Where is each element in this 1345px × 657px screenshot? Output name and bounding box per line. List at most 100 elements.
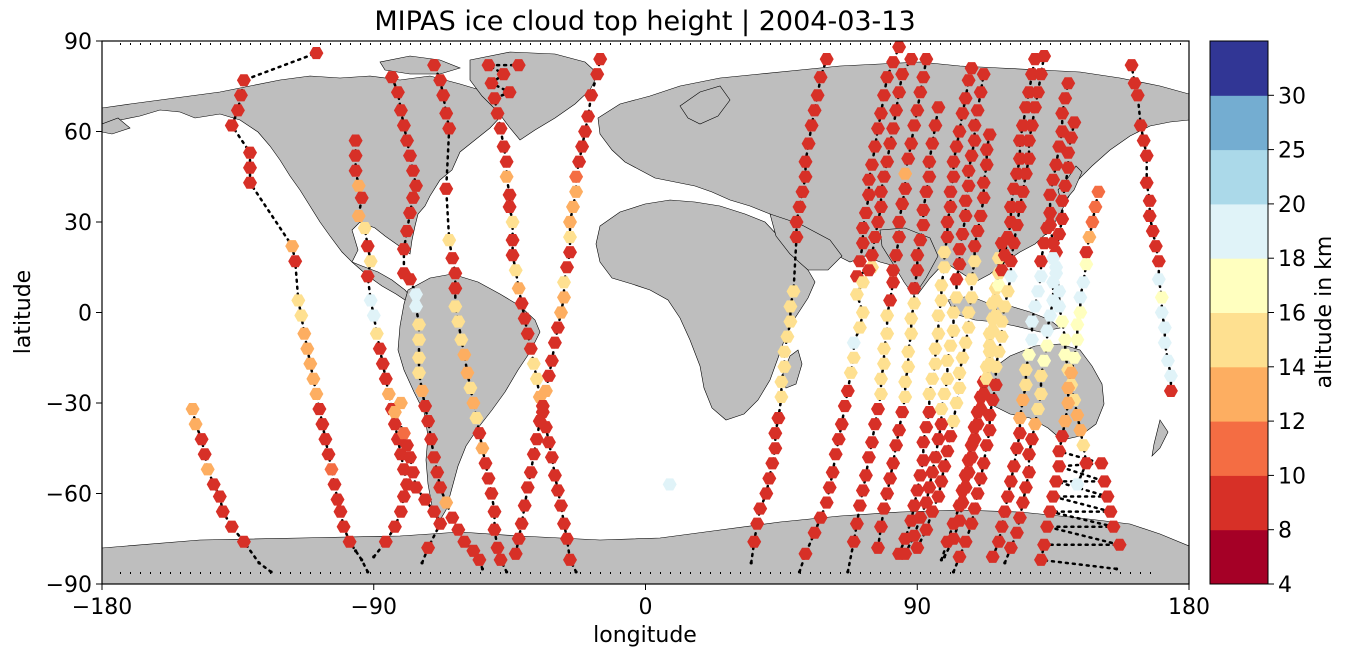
data-point [1022, 86, 1036, 99]
data-point [1073, 291, 1088, 304]
data-point [937, 246, 952, 259]
data-point [451, 523, 466, 536]
data-point [892, 231, 907, 244]
data-point [925, 466, 940, 479]
data-point [810, 89, 825, 102]
data-point [970, 487, 985, 500]
data-point [1070, 333, 1085, 346]
data-point [1025, 315, 1039, 328]
data-point [1015, 119, 1030, 132]
data-point [961, 164, 976, 177]
data-point [484, 487, 499, 500]
data-point [916, 436, 931, 449]
data-point [877, 502, 891, 515]
track-dot [269, 570, 273, 574]
colorbar-tick-label: 8 [1278, 519, 1292, 544]
data-point [961, 321, 976, 334]
data-point [1022, 348, 1036, 361]
data-point [1043, 206, 1058, 219]
data-point [940, 354, 955, 367]
data-point [877, 89, 891, 102]
data-point [934, 475, 949, 488]
data-point [919, 53, 934, 66]
data-point [798, 170, 813, 183]
data-point [403, 273, 417, 286]
colorbar-segment [1210, 312, 1268, 368]
data-point [1160, 354, 1175, 367]
data-point [946, 170, 961, 183]
data-point [1028, 418, 1042, 431]
data-point [393, 396, 408, 410]
data-point [563, 553, 577, 566]
data-point [868, 140, 882, 153]
land-africa [595, 199, 816, 421]
data-point [409, 481, 423, 494]
data-point [1003, 541, 1018, 554]
data-point [1064, 131, 1079, 144]
data-point [1154, 306, 1169, 319]
data-point [985, 550, 1000, 563]
data-point [1015, 393, 1030, 406]
data-point [886, 264, 901, 277]
data-point [448, 267, 463, 280]
data-point [306, 372, 321, 385]
data-point [985, 324, 1000, 337]
data-point [949, 140, 964, 153]
data-point [412, 351, 426, 364]
data-point [1018, 363, 1033, 376]
data-point [445, 252, 460, 265]
data-point [303, 357, 318, 370]
data-point [526, 448, 541, 461]
data-point [554, 499, 568, 512]
colorbar-tick-label: 30 [1278, 84, 1306, 109]
data-point [1018, 167, 1033, 180]
data-point [439, 182, 454, 195]
data-point [946, 324, 961, 337]
track-dot [505, 570, 509, 574]
data-point [1067, 351, 1082, 364]
data-point [1034, 553, 1048, 566]
data-point [384, 71, 399, 84]
data-point [493, 122, 508, 135]
data-point [508, 264, 523, 277]
data-point [1061, 77, 1076, 90]
colorbar-tick-label: 16 [1278, 302, 1306, 327]
data-point [976, 191, 991, 204]
data-point [563, 231, 577, 244]
data-point [433, 517, 448, 530]
data-point [874, 520, 888, 533]
data-point [448, 282, 463, 295]
data-point [366, 309, 381, 322]
data-point [1145, 225, 1160, 238]
data-point [554, 306, 568, 319]
data-point [1009, 526, 1024, 539]
data-point [871, 215, 885, 229]
data-point [1088, 200, 1103, 213]
data-point [982, 339, 997, 352]
data-point [387, 418, 402, 431]
data-point [855, 276, 870, 289]
data-point [865, 436, 879, 449]
data-point [517, 499, 532, 512]
x-tick-label: −90 [351, 595, 397, 620]
data-point [892, 41, 907, 54]
data-point [1127, 77, 1142, 90]
data-point [967, 240, 982, 253]
data-point [922, 170, 937, 183]
data-point [874, 107, 888, 120]
data-point [493, 553, 508, 566]
data-point [1139, 176, 1154, 189]
data-point [342, 535, 357, 548]
data-point [840, 384, 855, 397]
data-point [324, 463, 339, 476]
data-point [541, 369, 556, 382]
data-point [955, 107, 970, 120]
data-point [490, 541, 505, 554]
data-point [1079, 258, 1094, 271]
data-point [994, 520, 1009, 533]
data-point [979, 158, 994, 171]
data-point [363, 255, 378, 268]
data-point [1003, 475, 1018, 488]
data-point [1009, 219, 1024, 232]
data-point [846, 351, 861, 364]
